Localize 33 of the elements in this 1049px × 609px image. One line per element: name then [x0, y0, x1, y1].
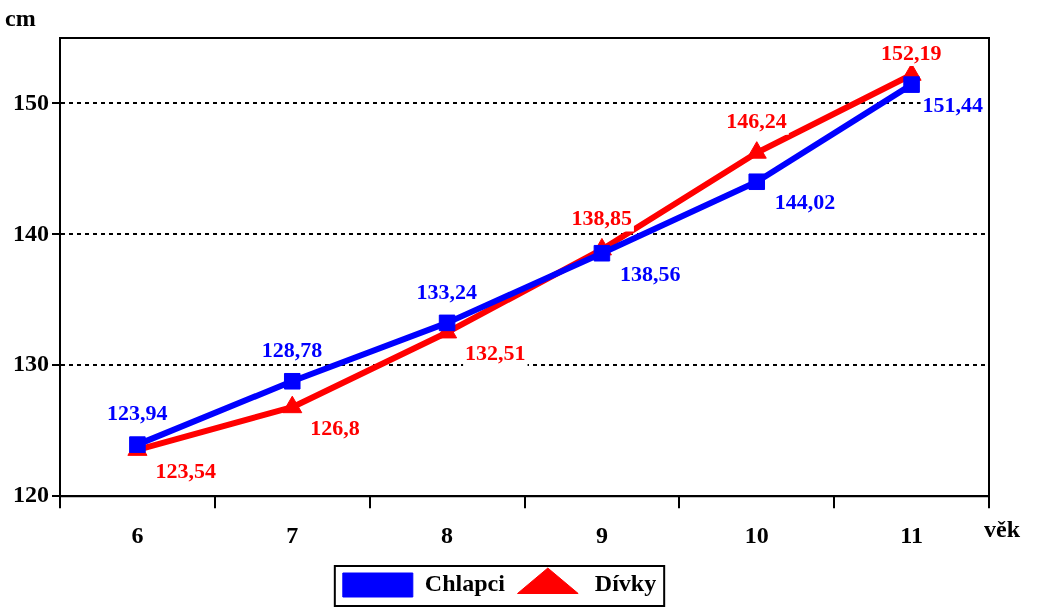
data-label: 128,78	[261, 336, 323, 362]
legend-label: Dívky	[594, 570, 657, 597]
x-tick-label: 7	[286, 521, 299, 548]
x-axis-title: věk	[984, 516, 1021, 543]
point	[282, 395, 303, 414]
data-label: 133,24	[416, 278, 478, 304]
data-label: 138,56	[619, 260, 681, 286]
data-label: 146,24	[726, 108, 787, 134]
point	[593, 244, 611, 262]
data-label: 123,54	[155, 457, 216, 483]
y-tick-label: 140	[13, 219, 49, 246]
x-tick-label: 6	[131, 521, 144, 548]
data-label: 144,02	[774, 189, 836, 215]
x-tick-label: 8	[441, 521, 454, 548]
point	[438, 314, 456, 332]
legend-label: Chlapci	[424, 570, 506, 597]
data-label: 151,44	[922, 92, 983, 118]
data-label: 132,51	[465, 340, 526, 366]
point	[746, 141, 767, 159]
data-label: 126,8	[310, 414, 360, 440]
data-label: 138,85	[571, 205, 632, 231]
y-tick-label: 130	[13, 350, 49, 377]
x-tick-label: 10	[744, 521, 769, 548]
point	[283, 372, 301, 390]
y-tick-label: 120	[13, 481, 49, 508]
x-tick-label: 11	[900, 521, 923, 548]
point	[748, 173, 766, 191]
data-label: 123,94	[106, 400, 168, 426]
y-tick-label: 150	[13, 88, 49, 115]
data-label: 152,19	[881, 39, 942, 65]
y-axis-title: cm	[5, 5, 36, 32]
x-tick-label: 9	[595, 521, 608, 548]
point	[903, 76, 920, 93]
